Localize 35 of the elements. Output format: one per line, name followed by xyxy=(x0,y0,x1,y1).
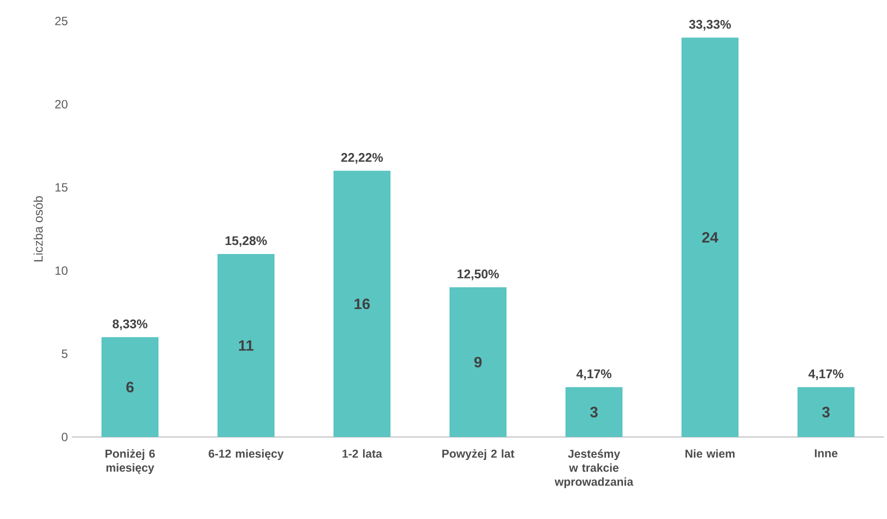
annotation: 4,17% xyxy=(576,369,612,380)
x-tick-label: Nie wiem xyxy=(686,449,735,458)
x-tick-label: Jesteśmy w trakcie wprowadzania xyxy=(554,449,634,488)
y-tick-label: 0 xyxy=(62,432,68,442)
data-label: 11 xyxy=(239,340,254,351)
y-tick-label: 5 xyxy=(62,350,68,358)
data-label: 3 xyxy=(822,406,830,418)
y-tick-label: 25 xyxy=(55,16,68,26)
y-tick-label: 20 xyxy=(55,100,68,108)
x-tick-label: 6-12 miesięcy xyxy=(208,449,284,460)
data-label: 3 xyxy=(590,406,598,418)
x-tick-label: Poniżej 6 miesięcy xyxy=(106,449,155,474)
annotation: 15,28% xyxy=(226,236,267,247)
bar xyxy=(798,387,854,437)
data-label: 16 xyxy=(354,298,370,310)
x-tick-label: Inne xyxy=(814,449,838,458)
x-tick-label: 1-2 lata xyxy=(342,449,382,458)
annotation: 12,50% xyxy=(458,270,499,280)
x-tick-label: Powyżej 2 lat xyxy=(442,449,514,460)
annotation: 8,33% xyxy=(112,319,148,330)
bar xyxy=(218,254,274,437)
annotation: 22,22% xyxy=(341,153,383,164)
data-label: 24 xyxy=(702,232,718,243)
annotation: 4,17% xyxy=(808,369,844,380)
annotation: 33,33% xyxy=(689,20,731,31)
bar xyxy=(334,170,390,437)
data-label: 9 xyxy=(474,356,482,368)
bar xyxy=(682,38,738,437)
bar xyxy=(450,287,506,437)
y-tick-label: 10 xyxy=(56,266,68,275)
y-tick-label: 15 xyxy=(56,183,68,192)
bar xyxy=(102,337,158,437)
data-label: 6 xyxy=(126,382,134,392)
y-axis-title: Liczba osób xyxy=(33,196,43,262)
bar xyxy=(566,387,622,437)
